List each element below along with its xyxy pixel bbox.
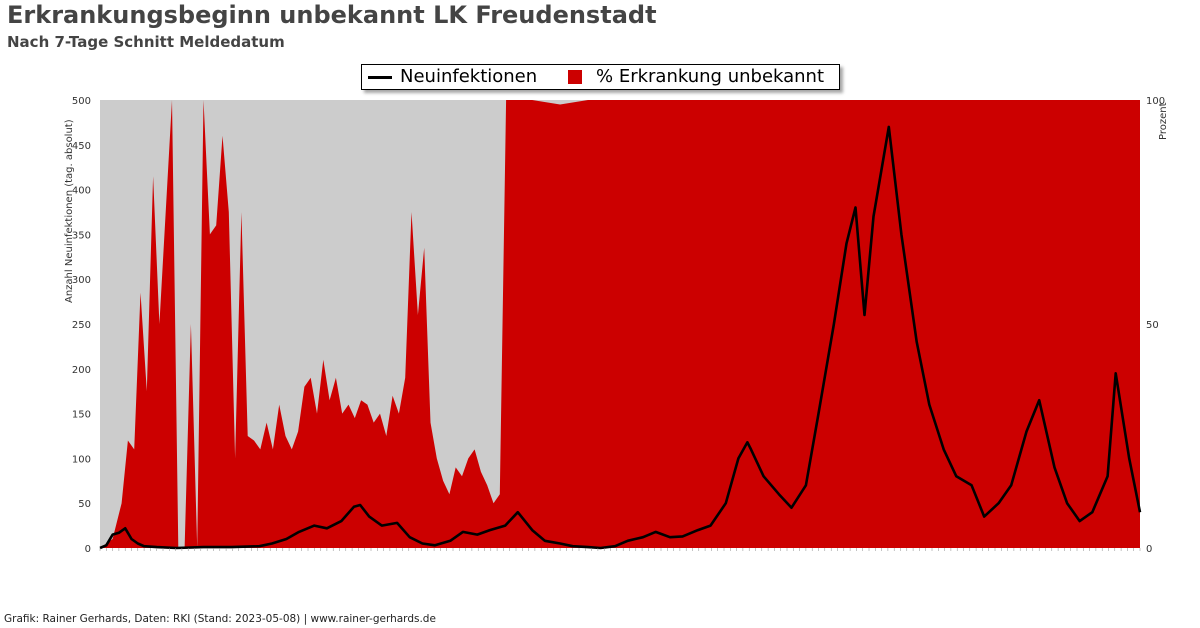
chart-subtitle: Nach 7-Tage Schnitt Meldedatum: [7, 33, 285, 51]
legend: Neuinfektionen % Erkrankung unbekannt: [361, 64, 840, 90]
neuinfektionen-line: [99, 125, 1142, 550]
legend-area-swatch: [568, 70, 582, 84]
y2-tick-labels: 0 50 100: [1146, 96, 1165, 555]
legend-label-neuinfektionen: Neuinfektionen: [400, 66, 538, 87]
y1-tick-label: 200: [72, 365, 91, 376]
legend-label-erkrankung-unbekannt: % Erkrankung unbekannt: [596, 66, 825, 87]
y1-tick-label: 350: [72, 230, 91, 241]
y1-tick-label: 100: [72, 454, 91, 465]
y1-tick-label: 50: [78, 499, 91, 510]
y1-tick-label: 300: [72, 275, 91, 286]
y1-tick-label: 250: [72, 320, 91, 331]
y2-tick-label: 50: [1146, 320, 1159, 331]
y1-tick-labels: 0 50 100 150 200 250 300 350 400 450 500: [72, 96, 91, 555]
y1-tick-label: 450: [72, 141, 91, 152]
y2-axis-title: Prozent: [1158, 102, 1169, 140]
y1-tick-label: 150: [72, 410, 91, 421]
y1-tick-label: 400: [72, 186, 91, 197]
x-tick-marks: [99, 548, 1141, 551]
y1-axis-title: Anzahl Neuinfektionen (tag. absolut): [64, 119, 75, 303]
y2-tick-label: 0: [1146, 544, 1152, 555]
y2-tick-label: 100: [1146, 96, 1165, 107]
percent-area: [100, 100, 1140, 548]
y1-tick-label: 500: [72, 96, 91, 107]
y1-tick-label: 0: [85, 544, 91, 555]
legend-line-swatch: [368, 76, 392, 79]
footer-credit: Grafik: Rainer Gerhards, Daten: RKI (Sta…: [4, 613, 436, 625]
chart-title: Erkrankungsbeginn unbekannt LK Freudenst…: [7, 1, 657, 29]
